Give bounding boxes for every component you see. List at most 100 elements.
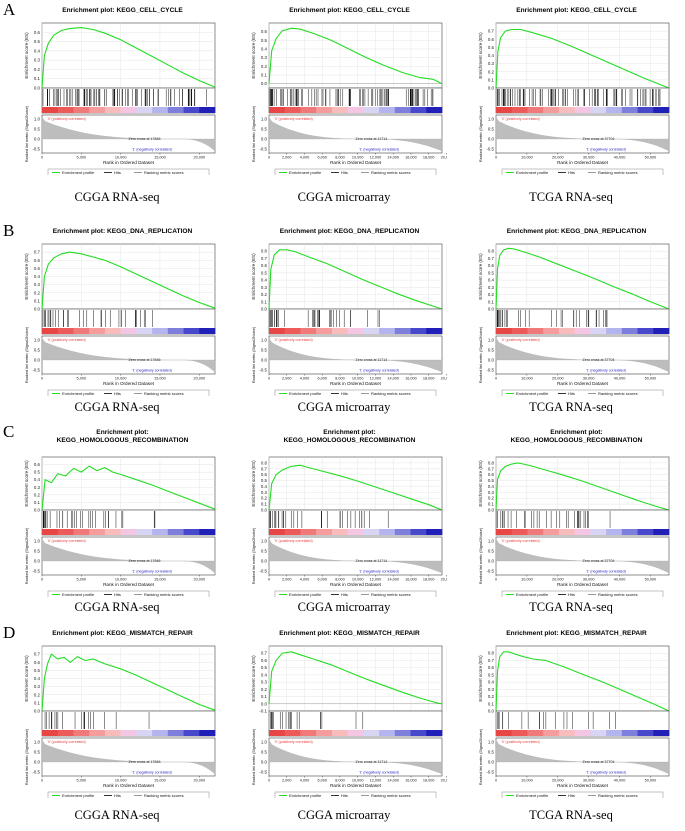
x-tick-label: 50,000 [645,578,657,582]
es-y-tick-label: 0.5 [34,668,41,673]
gsea-panel-c-2: Enrichment plot: KEGG_HOMOLOGOUS_RECOMBIN… [241,425,447,597]
es-frame [41,456,216,511]
x-tick-label: 30,000 [583,156,595,160]
rank-color-segment [590,328,607,334]
rank-color-segment [284,328,301,334]
metric-y-tick-label: 0.0 [261,137,268,142]
metric-y-tick-label: 0.0 [34,137,41,142]
rank-color-segment [558,107,575,113]
es-y-tick-label: 0.5 [261,270,268,275]
legend-box [274,590,437,597]
rank-color-segment [104,730,121,736]
es-y-tick-label: 0.4 [34,274,41,279]
es-y-tick-label: 0.2 [488,69,495,74]
x-tick-label: 8,000 [335,779,345,783]
es-y-tick-label: 0.3 [34,282,41,287]
metric-y-axis-label: Ranked list metric (Signal2Noise) [479,728,483,785]
rank-color-segment [331,328,348,334]
es-y-tick-label: 0.3 [261,490,268,495]
rank-color-segment [496,107,513,113]
rank-color-segment [394,529,411,535]
x-tick-label: 6,000 [317,377,327,381]
es-y-tick-label: 0.4 [488,484,495,489]
es-y-tick-label: 0.7 [261,466,268,471]
negatively-correlated-label: '1' (negatively correlated) [359,148,399,152]
rank-color-segment [379,107,396,113]
x-tick-label: 40,000 [614,779,626,783]
es-y-tick-label: 0.0 [488,709,495,714]
x-axis-label: Rank in Ordered Dataset [557,783,609,788]
legend-es-label: Enrichment profile [516,391,549,396]
x-tick-label: 14,000 [387,779,399,783]
x-tick-label: 20,000 [552,779,564,783]
x-tick-label: 10,000 [352,377,364,381]
rank-color-segment [199,529,216,535]
es-y-tick-label: 0.2 [261,292,268,297]
x-tick-label: 10,000 [352,779,364,783]
x-tick-label: 5,000 [77,377,87,381]
es-y-tick-label: 0.4 [261,672,268,677]
plot-title: Enrichment plot: KEGG_MISMATCH_REPAIR [52,630,193,637]
rank-color-segment [183,730,200,736]
metric-y-tick-label: -0.5 [32,770,40,775]
rank-color-segment [606,328,623,334]
x-tick-label: 2,000 [282,779,292,783]
legend-metric-label: Ranking metric scores [144,170,184,175]
enrichment-profile-line [495,462,670,511]
enrichment-profile-line [495,28,670,89]
gsea-panel-b-2: Enrichment plot: KEGG_DNA_REPLICATION 0.0… [241,224,447,396]
es-y-tick-label: 0.7 [261,256,268,261]
plot-title: KEGG_HOMOLOGOUS_RECOMBINATION [511,437,643,444]
rank-color-segment [558,730,575,736]
es-y-tick-label: 0.4 [261,278,268,283]
x-tick-label: 10,000 [115,377,127,381]
plot-title: KEGG_HOMOLOGOUS_RECOMBINATION [284,437,416,444]
x-tick-label: 20,000 [441,156,447,160]
gsea-panel-d-3: Enrichment plot: KEGG_MISMATCH_REPAIR 0.0… [468,626,674,798]
x-tick-label: 2,000 [282,156,292,160]
es-y-axis-label: Enrichment score (ES) [478,253,483,300]
x-tick-label: 4,000 [300,156,310,160]
x-tick-label: 8,000 [335,377,345,381]
x-tick-label: 0 [268,377,270,381]
ranking-metric-area [41,739,216,775]
metric-y-tick-label: -0.5 [32,569,40,574]
x-tick-label: 0 [41,578,43,582]
metric-y-tick-label: -0.5 [486,147,494,152]
gsea-plot-svg: Enrichment plot: KEGG_DNA_REPLICATION 0.0… [24,228,216,396]
es-y-tick-label: 0.1 [488,502,495,507]
x-axis-label: Rank in Ordered Dataset [330,381,382,386]
es-y-axis-label: Enrichment score (ES) [24,655,29,702]
metric-y-tick-label: 0.0 [488,358,495,363]
gsea-plot-svg: Enrichment plot: KEGG_MISMATCH_REPAIR 0.0… [24,630,216,798]
x-tick-label: 5,000 [77,779,87,783]
x-tick-label: 40,000 [614,578,626,582]
legend-es-label: Enrichment profile [289,170,322,175]
es-y-tick-label: 0.3 [488,285,495,290]
x-tick-label: 0 [268,779,270,783]
es-y-tick-label: 0.0 [261,701,268,706]
metric-y-tick-label: 0.5 [34,127,41,132]
metric-y-tick-label: 1.0 [261,117,268,122]
negatively-correlated-label: '1' (negatively correlated) [359,369,399,373]
ranking-metric-area [495,538,670,574]
gsea-panel-a-2: Enrichment plot: KEGG_CELL_CYCLE 0.0 0.1 0.… [241,3,447,175]
rank-color-segment [496,529,513,535]
es-y-tick-label: 0.7 [488,256,495,261]
dataset-caption: CGGA microarray [297,600,391,614]
legend-hits-label: Hits [341,592,348,597]
es-y-tick-label: 0.3 [261,285,268,290]
es-y-tick-label: 0.7 [488,658,495,663]
x-tick-label: 20,000 [552,578,564,582]
es-y-tick-label: 0.5 [261,38,268,43]
legend-metric-label: Ranking metric scores [371,170,411,175]
metric-y-tick-label: 0.5 [261,348,268,353]
metric-y-tick-label: -0.5 [259,147,267,152]
rank-color-segment [653,730,670,736]
es-y-tick-label: 0.4 [261,484,268,489]
es-y-tick-label: 0.2 [488,292,495,297]
es-y-tick-label: 0.3 [34,58,41,63]
plot-title: Enrichment plot: KEGG_MISMATCH_REPAIR [279,630,420,637]
es-y-tick-label: 0.0 [488,307,495,312]
legend-es-label: Enrichment profile [62,592,95,597]
